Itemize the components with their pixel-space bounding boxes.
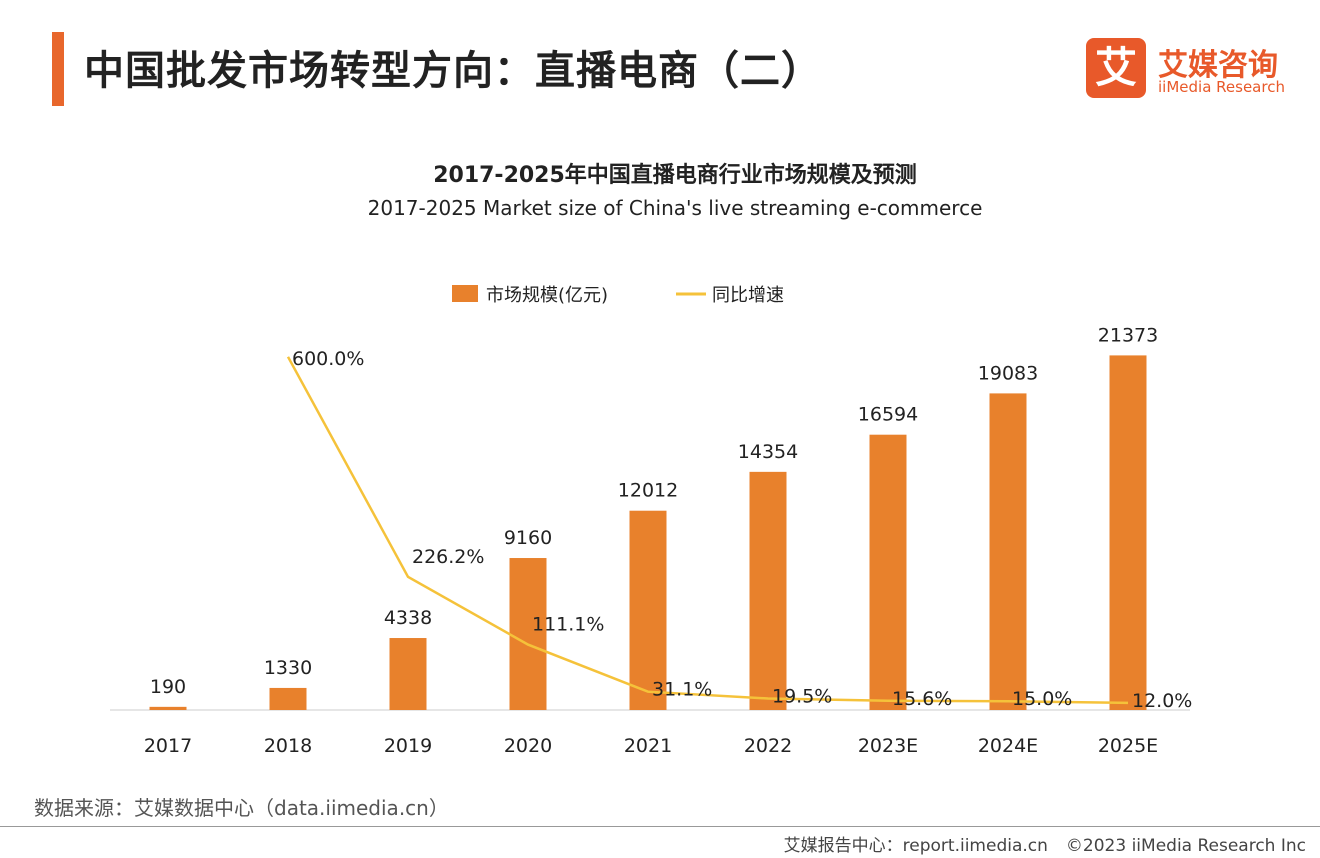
bar-2018: [269, 687, 307, 710]
x-tick-2018: 2018: [264, 735, 312, 757]
bar-label-2023E: 16594: [858, 404, 918, 426]
legend-bar-label: 市场规模(亿元): [486, 285, 608, 306]
x-tick-labels: 2017 2018 2019 2020 2021 2022 2023E 2024E 2025E: [144, 735, 1158, 757]
bar-label-2017: 190: [150, 676, 186, 698]
chart-title: 2017-2025年中国直播电商行业市场规模及预测: [433, 162, 917, 188]
footer: 艾媒报告中心：report.iimedia.cn ©2023 iiMedia Re…: [784, 831, 1306, 856]
legend-bar-swatch: [452, 285, 478, 302]
growth-label-2023E: 15.6%: [892, 688, 952, 710]
logo-mark: 艾: [1086, 38, 1146, 98]
footer-divider: [0, 826, 1320, 827]
x-tick-2023E: 2023E: [858, 735, 918, 757]
bar-series: [149, 355, 1147, 710]
bar-label-2018: 1330: [264, 657, 312, 679]
x-tick-2024E: 2024E: [978, 735, 1038, 757]
x-tick-2021: 2021: [624, 735, 672, 757]
growth-label-2025E: 12.0%: [1132, 690, 1192, 712]
footer-report: 艾媒报告中心：report.iimedia.cn: [783, 836, 1048, 856]
legend-line-label: 同比增速: [712, 285, 784, 306]
bar-label-2022: 14354: [738, 441, 798, 463]
x-tick-2017: 2017: [144, 735, 192, 757]
growth-label-2019: 226.2%: [412, 546, 484, 568]
bar-value-labels: 190 1330 4338 9160 12012 14354 16594 19083 21373: [150, 324, 1158, 697]
bar-label-2021: 12012: [618, 480, 678, 502]
bar-2021: [629, 510, 667, 710]
growth-label-2024E: 15.0%: [1012, 688, 1072, 710]
bar-2019: [389, 638, 427, 710]
x-tick-2019: 2019: [384, 735, 432, 757]
iimedia-logo: 艾 艾媒咨询 iiMedia Research: [1086, 38, 1296, 102]
growth-value-labels: 600.0% 226.2% 111.1% 31.1% 19.5% 15.6% 15.0% 12…: [292, 348, 1192, 712]
footer-copyright: ©2023 iiMedia Research Inc: [1065, 836, 1306, 856]
x-tick-2025E: 2025E: [1098, 735, 1158, 757]
data-source: 数据来源：艾媒数据中心（data.iimedia.cn）: [34, 796, 449, 820]
growth-label-2021: 31.1%: [652, 679, 712, 701]
bar-label-2024E: 19083: [978, 362, 1038, 384]
growth-label-2020: 111.1%: [532, 614, 604, 636]
title-accent-bar: [52, 32, 64, 106]
growth-label-2018: 600.0%: [292, 348, 364, 370]
bar-2022: [749, 471, 787, 710]
legend: 市场规模(亿元) 同比增速: [452, 285, 784, 306]
page-title: 中国批发市场转型方向：直播电商（二）: [84, 48, 822, 94]
bar-2020: [509, 558, 547, 710]
chart-subtitle: 2017-2025 Market size of China's live st…: [368, 196, 983, 220]
bar-2025E: [1109, 355, 1147, 710]
x-tick-2020: 2020: [504, 735, 552, 757]
logo-name-cn: 艾媒咨询: [1158, 48, 1278, 83]
bar-2017: [149, 706, 187, 710]
logo-name-en: iiMedia Research: [1158, 78, 1285, 96]
bar-label-2025E: 21373: [1098, 324, 1158, 346]
bar-2024E: [989, 393, 1027, 710]
market-size-chart: 2017-2025年中国直播电商行业市场规模及预测 2017-2025 Mark…: [110, 162, 1192, 757]
growth-line: [286, 356, 1129, 705]
bar-2023E: [869, 434, 907, 710]
bar-label-2020: 9160: [504, 527, 552, 549]
growth-label-2022: 19.5%: [772, 686, 832, 708]
bar-label-2019: 4338: [384, 607, 432, 629]
x-tick-2022: 2022: [744, 735, 792, 757]
